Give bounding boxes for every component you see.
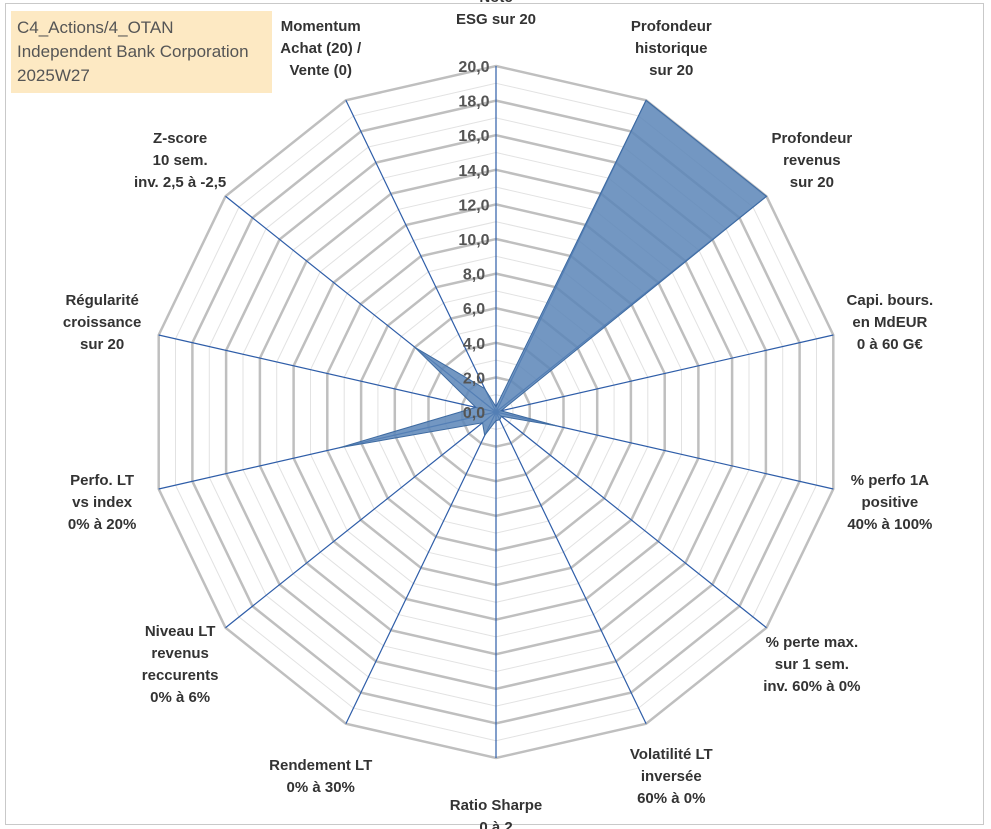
tick-label: 2,0: [463, 370, 485, 387]
axis-label-line: 60% à 0%: [637, 790, 705, 807]
axis-label-line: Rendement LT: [269, 757, 372, 774]
axis-spoke: [495, 334, 834, 413]
axis-label-line: Profondeur: [771, 130, 852, 147]
title-line-2: Independent Bank Corporation: [17, 42, 249, 61]
chart-frame: [5, 3, 984, 825]
axis-spoke: [495, 411, 767, 629]
axis-label-line: Profondeur: [631, 18, 712, 35]
axis-label-line: Momentum: [281, 18, 361, 35]
axis-label-line: revenus: [151, 645, 209, 662]
axis-label-line: Note: [479, 0, 512, 6]
axis-label-line: 40% à 100%: [847, 516, 932, 533]
axis-label-line: % perfo 1A: [851, 472, 930, 489]
tick-label: 18,0: [458, 94, 489, 111]
axis-label-line: Z-score: [153, 130, 207, 147]
tick-label: 8,0: [463, 267, 485, 284]
axis-spoke: [345, 100, 497, 413]
axis-label: Z-score 10 sem. inv. 2,5 à -2,5: [134, 130, 226, 191]
axis-label: Ratio Sharpe 0 à 2: [450, 797, 543, 829]
axis-label-line: 0% à 30%: [287, 779, 355, 796]
axis-label-line: 10 sem.: [153, 152, 208, 169]
axis-label-line: 0% à 20%: [68, 516, 136, 533]
axis-label: Note ESG sur 20: [456, 0, 536, 28]
axis-label-line: sur 20: [649, 62, 693, 79]
axis-label-line: 0 à 60 G€: [857, 336, 924, 353]
axis-label: Capi. bours. en MdEUR 0 à 60 G€: [847, 292, 934, 353]
axis-label-line: Ratio Sharpe: [450, 797, 543, 814]
radar-series: [338, 99, 768, 449]
axis-label-line: Niveau LT: [145, 623, 216, 640]
axis-label: Momentum Achat (20) / Vente (0): [280, 18, 362, 79]
axis-label-line: en MdEUR: [852, 314, 927, 331]
axis-label-line: Vente (0): [289, 62, 352, 79]
tick-label: 4,0: [463, 336, 485, 353]
axis-label-line: Régularité: [65, 292, 138, 309]
axis-label-line: reccurents: [142, 667, 219, 684]
tick-label: 0,0: [463, 405, 485, 422]
axis-label-line: Volatilité LT: [630, 746, 713, 763]
axis-label-line: croissance: [63, 314, 141, 331]
axis-label-line: revenus: [783, 152, 841, 169]
axis-label: Profondeur revenus sur 20: [771, 130, 852, 191]
axis-label-line: inversée: [641, 768, 702, 785]
axis-label-line: 0 à 2: [479, 819, 512, 829]
tick-label: 16,0: [458, 128, 489, 145]
axis-label-line: sur 20: [80, 336, 124, 353]
axis-label: Profondeur historique sur 20: [631, 18, 712, 79]
axis-spoke: [495, 411, 647, 724]
axis-label-line: Achat (20) /: [280, 40, 362, 57]
tick-label: 6,0: [463, 301, 485, 318]
axis-spoke: [158, 334, 497, 413]
axis-label: Régularité croissance sur 20: [63, 292, 141, 353]
tick-label: 12,0: [458, 197, 489, 214]
tick-label: 14,0: [458, 163, 489, 180]
axis-spoke: [345, 411, 497, 724]
axis-label-line: Perfo. LT: [70, 472, 134, 489]
axis-label-line: sur 20: [790, 174, 834, 191]
chart-title-box: C4_Actions/4_OTAN Independent Bank Corpo…: [11, 11, 272, 93]
radar-tick-labels: 0,0 2,0 4,0 6,0 8,0 10,0 12,0 14,0 16,0 18,0 20,0: [458, 59, 489, 422]
axis-label-line: ESG sur 20: [456, 11, 536, 28]
axis-spoke: [225, 411, 497, 629]
axis-label: % perfo 1A positive 40% à 100%: [847, 472, 932, 533]
axis-label-line: positive: [862, 494, 919, 511]
tick-label: 20,0: [458, 59, 489, 76]
axis-label-line: % perte max.: [766, 634, 859, 651]
tick-label: 10,0: [458, 232, 489, 249]
axis-label-line: inv. 2,5 à -2,5: [134, 174, 226, 191]
axis-label-line: Capi. bours.: [847, 292, 934, 309]
title-line-1: C4_Actions/4_OTAN: [17, 18, 174, 37]
title-line-3: 2025W27: [17, 66, 90, 85]
axis-label: Niveau LT revenus reccurents 0% à 6%: [142, 623, 219, 706]
axis-label: Volatilité LT inversée 60% à 0%: [630, 746, 713, 807]
axis-label-line: sur 1 sem.: [775, 656, 849, 673]
axis-label: % perte max. sur 1 sem. inv. 60% à 0%: [763, 634, 860, 695]
radar-axis-labels: Note ESG sur 20 Profondeur historique sur 20…: [63, 0, 933, 829]
axis-label-line: vs index: [72, 494, 133, 511]
axis-label: Rendement LT 0% à 30%: [269, 757, 372, 796]
axis-label-line: historique: [635, 40, 708, 57]
series-area: [338, 99, 768, 449]
axis-label: Perfo. LT vs index 0% à 20%: [68, 472, 136, 533]
axis-label-line: inv. 60% à 0%: [763, 678, 860, 695]
axis-label-line: 0% à 6%: [150, 689, 210, 706]
